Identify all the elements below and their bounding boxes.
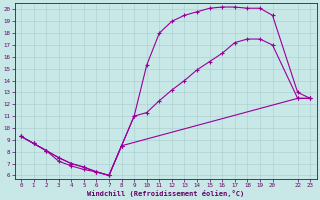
X-axis label: Windchill (Refroidissement éolien,°C): Windchill (Refroidissement éolien,°C) [87,190,244,197]
